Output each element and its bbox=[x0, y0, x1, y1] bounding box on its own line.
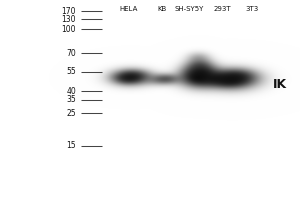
Text: 15: 15 bbox=[66, 142, 76, 150]
Text: HELA: HELA bbox=[120, 6, 138, 12]
Text: 55: 55 bbox=[66, 68, 76, 76]
Text: 3T3: 3T3 bbox=[245, 6, 259, 12]
Text: IK: IK bbox=[273, 77, 287, 90]
Text: 100: 100 bbox=[61, 24, 76, 33]
Text: KB: KB bbox=[158, 6, 166, 12]
Text: 170: 170 bbox=[61, 6, 76, 16]
Text: 25: 25 bbox=[66, 108, 76, 117]
Text: 35: 35 bbox=[66, 96, 76, 104]
Text: SH-SY5Y: SH-SY5Y bbox=[174, 6, 204, 12]
Text: 70: 70 bbox=[66, 48, 76, 58]
Text: 40: 40 bbox=[66, 86, 76, 96]
Text: 130: 130 bbox=[61, 15, 76, 23]
Text: 293T: 293T bbox=[213, 6, 231, 12]
